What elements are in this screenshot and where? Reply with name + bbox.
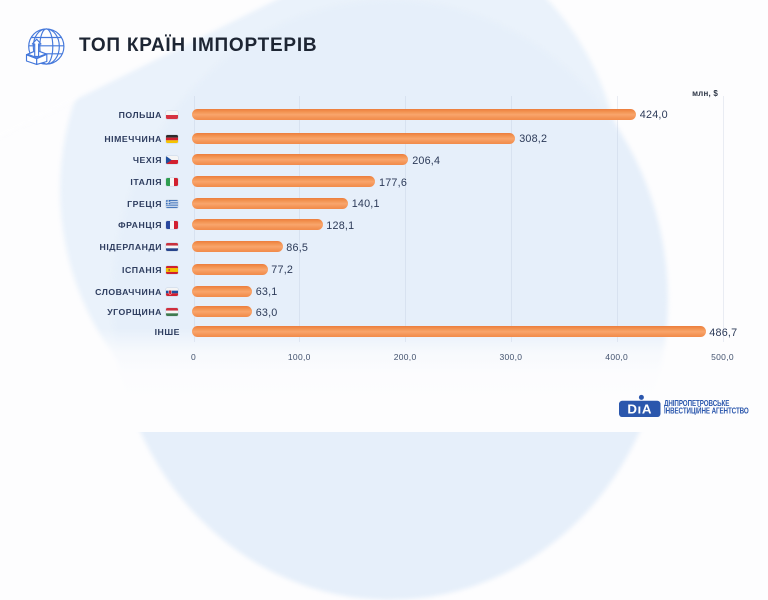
svg-text:ІНВЕСТИЦІЙНЕ АГЕНТСТВО: ІНВЕСТИЦІЙНЕ АГЕНТСТВО	[664, 406, 749, 416]
svg-text:DıA: DıA	[627, 402, 652, 417]
svg-text:ДНІПРОПЕТРОВСЬКЕ: ДНІПРОПЕТРОВСЬКЕ	[664, 399, 730, 408]
